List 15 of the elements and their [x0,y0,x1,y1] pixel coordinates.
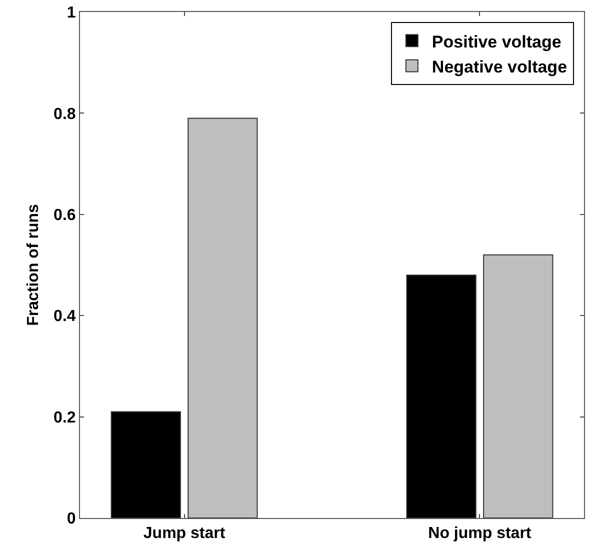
bar [110,411,181,518]
bar [406,274,476,518]
legend-label: Negative voltage [432,57,568,76]
x-tick-label: No jump start [428,525,532,542]
y-tick-label: 0 [66,510,76,528]
y-axis-title: Fraction of runs [25,204,42,326]
bar [483,254,554,518]
bar [188,118,258,518]
y-tick-label: 0.2 [54,409,76,426]
y-tick-label: 0.4 [54,308,76,326]
legend-label: Positive voltage [432,32,562,52]
y-tick-label: 0.8 [54,106,76,123]
y-tick-label: 1 [66,4,76,22]
x-tick-label: Jump start [143,525,226,542]
y-tick-label: 0.6 [54,207,76,224]
